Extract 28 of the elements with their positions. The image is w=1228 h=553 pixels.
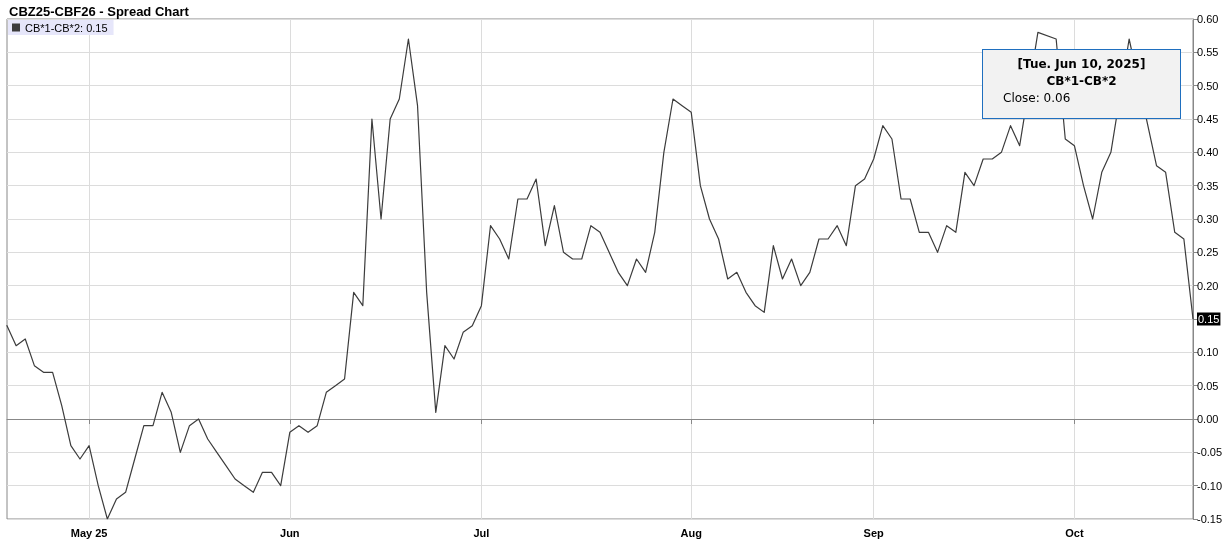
y-tick-label: 0.20	[1197, 279, 1219, 292]
y-tick-label: 0.00	[1197, 413, 1219, 425]
y-tick-label: -0.10	[1197, 479, 1223, 492]
tooltip-box: [Tue. Jun 10, 2025] CB*1-CB*2 Close: 0.06	[982, 49, 1181, 119]
y-tick-label: 0.30	[1197, 213, 1219, 225]
y-tick-label: 0.25	[1197, 246, 1219, 259]
x-tick-label: Oct	[1065, 526, 1084, 539]
y-tick-label: 0.15	[1198, 313, 1220, 325]
y-tick-label: 0.55	[1197, 46, 1219, 59]
chart-title: CBZ25-CBF26 - Spread Chart	[9, 4, 190, 19]
y-tick-label: 0.10	[1197, 346, 1219, 359]
annotation: Close: 0.06	[1002, 90, 1072, 107]
y-tick-label: 0.50	[1197, 79, 1219, 92]
y-tick-label: 0.45	[1197, 113, 1219, 125]
y-tick-label: 0.35	[1197, 179, 1219, 192]
x-tick-label: Jul	[473, 526, 490, 539]
x-tick-label: Sep	[863, 526, 885, 539]
annotation: CB*1-CB*2	[1045, 73, 1118, 90]
x-tick-label: Aug	[680, 526, 702, 539]
legend-label: CB*1-CB*2: 0.15	[25, 21, 108, 34]
x-tick-label: May 25	[70, 526, 108, 539]
x-tick-label: Jun	[280, 526, 300, 539]
y-tick-label: -0.05	[1197, 446, 1223, 459]
y-tick-label: 0.60	[1197, 13, 1219, 25]
y-tick-label: 0.40	[1197, 146, 1219, 159]
y-tick-label: -0.15	[1197, 513, 1223, 525]
annotation: [Tue. Jun 10, 2025]	[1016, 56, 1147, 73]
y-tick-label: 0.05	[1197, 379, 1219, 392]
